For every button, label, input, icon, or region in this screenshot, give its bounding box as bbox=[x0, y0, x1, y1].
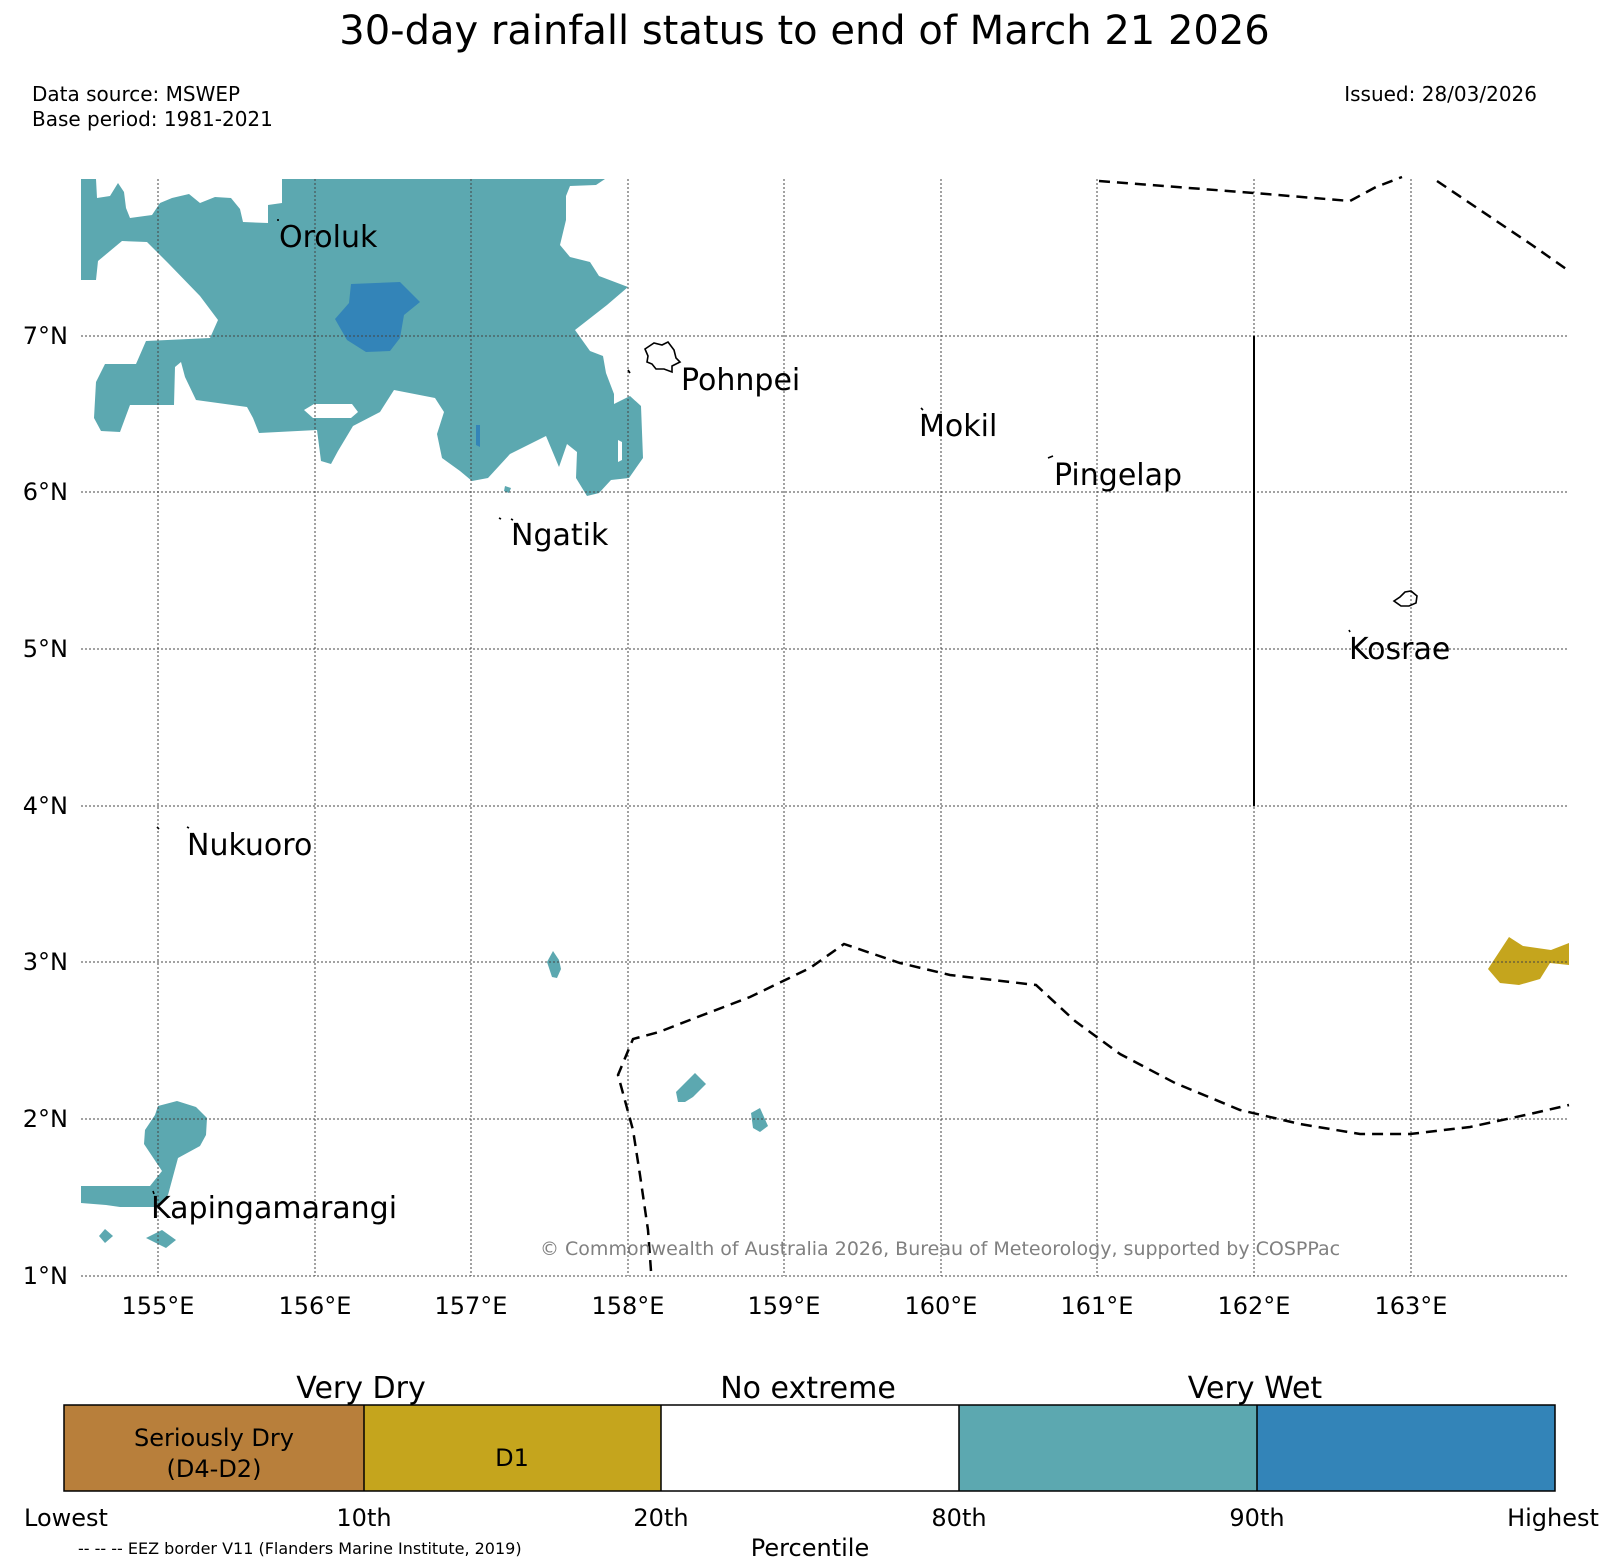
lon-tick: 163°E bbox=[1375, 1292, 1448, 1320]
wet-speck-d bbox=[751, 1108, 768, 1132]
legend-tick-20th: 20th bbox=[633, 1504, 688, 1532]
legend-box-seriously-dry bbox=[64, 1405, 364, 1491]
legend-box-d1 bbox=[364, 1405, 661, 1491]
lon-tick-labels: 155°E 156°E 157°E 158°E 159°E 160°E 161°… bbox=[122, 1292, 1448, 1320]
legend-box-very-wet bbox=[1257, 1405, 1555, 1491]
wet-speck-a bbox=[504, 486, 511, 493]
lat-tick: 5°N bbox=[23, 635, 68, 663]
lon-tick: 157°E bbox=[435, 1292, 508, 1320]
page-title: 30-day rainfall status to end of March 2… bbox=[339, 8, 1270, 54]
data-source-block: Data source: MSWEP Base period: 1981-202… bbox=[32, 82, 273, 132]
dry-d1-region bbox=[1488, 937, 1569, 985]
islands bbox=[152, 219, 1418, 1195]
lat-tick-labels: 1°N 2°N 3°N 4°N 5°N 6°N 7°N bbox=[23, 322, 68, 1290]
legend-box-wet bbox=[959, 1405, 1257, 1491]
dry-gap-2 bbox=[618, 440, 622, 462]
dry-gap bbox=[304, 404, 358, 418]
wet-speck-b bbox=[547, 951, 561, 978]
legend-tick-highest: Highest bbox=[1507, 1504, 1599, 1532]
legend-label-d4-d2: (D4-D2) bbox=[167, 1455, 262, 1483]
lat-tick: 2°N bbox=[23, 1105, 68, 1133]
legend-box-no-extreme bbox=[661, 1405, 959, 1491]
lat-tick: 7°N bbox=[23, 322, 68, 350]
lon-tick: 155°E bbox=[122, 1292, 195, 1320]
legend-group-very-dry: Very Dry bbox=[296, 1371, 425, 1406]
legend-tick-80th: 80th bbox=[931, 1504, 986, 1532]
legend-tick-10th: 10th bbox=[336, 1504, 391, 1532]
eez-borders bbox=[616, 175, 1570, 1272]
legend-group-no-extreme: No extreme bbox=[720, 1371, 896, 1406]
lon-tick: 161°E bbox=[1061, 1292, 1134, 1320]
legend-axis-label: Percentile bbox=[751, 1534, 869, 1562]
lat-tick: 6°N bbox=[23, 478, 68, 506]
wet-speck-f bbox=[146, 1230, 176, 1248]
legend-group-very-wet: Very Wet bbox=[1188, 1371, 1323, 1406]
kosrae-island bbox=[1392, 590, 1418, 607]
lon-tick: 160°E bbox=[905, 1292, 978, 1320]
label-kosrae: Kosrae bbox=[1349, 632, 1450, 667]
graticule bbox=[81, 179, 1569, 1277]
very-wet-speck bbox=[476, 425, 480, 447]
rainfall-shading bbox=[81, 179, 1569, 1248]
lat-tick: 4°N bbox=[23, 792, 68, 820]
label-oroluk: Oroluk bbox=[279, 220, 378, 255]
data-source: Data source: MSWEP bbox=[32, 82, 241, 106]
pohnpei-island bbox=[644, 340, 682, 374]
eez-note: -- -- -- EEZ border V11 (Flanders Marine… bbox=[78, 1539, 522, 1558]
lon-tick: 158°E bbox=[592, 1292, 665, 1320]
wet-speck-e bbox=[99, 1229, 113, 1243]
legend: Very Dry No extreme Very Wet Seriously D… bbox=[24, 1371, 1599, 1562]
very-wet-region bbox=[335, 282, 420, 352]
lon-tick: 159°E bbox=[748, 1292, 821, 1320]
copyright: © Commonwealth of Australia 2026, Bureau… bbox=[540, 1238, 1340, 1260]
wet-speck-c bbox=[676, 1073, 706, 1102]
issued-date: Issued: 28/03/2026 bbox=[1344, 82, 1537, 106]
legend-label-seriously-dry: Seriously Dry bbox=[134, 1424, 294, 1452]
lat-tick: 1°N bbox=[23, 1262, 68, 1290]
lon-tick: 156°E bbox=[279, 1292, 352, 1320]
legend-tick-90th: 90th bbox=[1229, 1504, 1284, 1532]
label-ngatik: Ngatik bbox=[511, 518, 609, 553]
legend-tick-lowest: Lowest bbox=[24, 1504, 108, 1532]
label-pohnpei: Pohnpei bbox=[681, 363, 800, 398]
lon-tick: 162°E bbox=[1218, 1292, 1291, 1320]
label-kapingamarangi: Kapingamarangi bbox=[151, 1191, 397, 1226]
place-labels: Oroluk Pohnpei Mokil Pingelap Ngatik Kos… bbox=[151, 220, 1450, 1226]
base-period: Base period: 1981-2021 bbox=[32, 107, 273, 131]
wet-region-south bbox=[81, 1101, 207, 1207]
label-pingelap: Pingelap bbox=[1054, 458, 1182, 493]
label-mokil: Mokil bbox=[919, 409, 997, 444]
lat-tick: 3°N bbox=[23, 948, 68, 976]
label-nukuoro: Nukuoro bbox=[187, 828, 312, 863]
legend-label-d1: D1 bbox=[495, 1444, 529, 1472]
